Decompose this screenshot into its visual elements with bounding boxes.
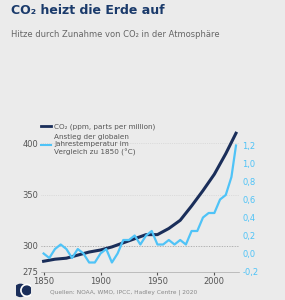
Circle shape — [23, 286, 31, 295]
Legend: CO₂ (ppm, parts per million), Anstieg der globalen
Jahrestemperatur im
Vergleich: CO₂ (ppm, parts per million), Anstieg de… — [41, 123, 156, 156]
Circle shape — [21, 284, 33, 296]
Text: CO₂ heizt die Erde auf: CO₂ heizt die Erde auf — [11, 4, 165, 17]
Text: Quellen: NOAA, WMO, IPCC, Hadley Centre | 2020: Quellen: NOAA, WMO, IPCC, Hadley Centre … — [50, 289, 197, 295]
Text: Hitze durch Zunahme von CO₂ in der Atmosphäre: Hitze durch Zunahme von CO₂ in der Atmos… — [11, 30, 220, 39]
Circle shape — [15, 284, 27, 296]
